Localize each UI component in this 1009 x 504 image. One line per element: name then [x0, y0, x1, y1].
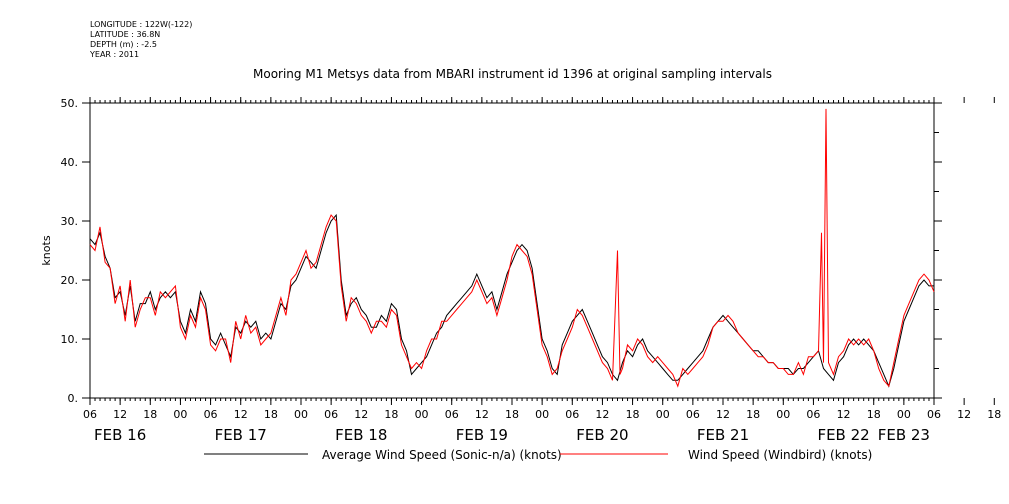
x-day-label: FEB 23 [878, 426, 930, 444]
meta-year: YEAR : 2011 [90, 50, 140, 59]
x-hour-label: 18 [626, 408, 640, 421]
x-hour-label: 12 [354, 408, 368, 421]
x-hour-label: 18 [264, 408, 278, 421]
y-tick-label: 0. [68, 392, 79, 405]
x-hour-label: 18 [746, 408, 760, 421]
series-line-windbird [89, 108, 935, 388]
x-hour-label: 06 [565, 408, 579, 421]
x-hour-label: 00 [776, 408, 790, 421]
x-hour-label: 06 [324, 408, 338, 421]
x-day-label: FEB 16 [94, 426, 146, 444]
y-tick-label: 10. [61, 333, 79, 346]
legend-label-windbird: Wind Speed (Windbird) (knots) [688, 448, 872, 462]
x-hour-label: 12 [234, 408, 248, 421]
y-tick-label: 30. [61, 215, 79, 228]
x-hour-label: 18 [867, 408, 881, 421]
meta-depth: DEPTH (m) : -2.5 [90, 40, 157, 49]
x-hour-label: 12 [113, 408, 127, 421]
meta-latitude: LATITUDE : 36.8N [90, 30, 161, 39]
x-hour-label: 00 [656, 408, 670, 421]
x-day-label: FEB 17 [215, 426, 267, 444]
x-hour-label: 06 [445, 408, 459, 421]
x-hour-label: 12 [475, 408, 489, 421]
x-hour-label: 12 [957, 408, 971, 421]
metadata-block: LONGITUDE : 122W(-122) LATITUDE : 36.8N … [90, 20, 192, 60]
x-hour-label: 18 [987, 408, 1001, 421]
x-hour-label: 18 [384, 408, 398, 421]
x-hour-label: 06 [927, 408, 941, 421]
x-hour-label: 00 [535, 408, 549, 421]
x-hour-label: 06 [806, 408, 820, 421]
y-axis-label: knots [40, 235, 53, 265]
chart-title: Mooring M1 Metsys data from MBARI instru… [253, 67, 772, 81]
x-day-label: FEB 18 [335, 426, 387, 444]
meta-longitude: LONGITUDE : 122W(-122) [90, 20, 193, 29]
x-hour-label: 06 [686, 408, 700, 421]
x-hour-label: 18 [505, 408, 519, 421]
x-hour-label: 06 [204, 408, 218, 421]
x-day-label: FEB 21 [697, 426, 749, 444]
x-day-label: FEB 20 [576, 426, 628, 444]
x-hour-label: 00 [415, 408, 429, 421]
x-hour-label: 18 [143, 408, 157, 421]
x-hour-label: 06 [83, 408, 97, 421]
x-hour-label: 12 [595, 408, 609, 421]
x-day-label: FEB 19 [456, 426, 508, 444]
x-day-label: FEB 22 [817, 426, 869, 444]
y-tick-label: 20. [61, 274, 79, 287]
y-tick-label: 40. [61, 156, 79, 169]
x-hour-label: 00 [294, 408, 308, 421]
y-tick-label: 50. [61, 97, 79, 110]
plot-frame [89, 102, 935, 399]
x-hour-label: 00 [897, 408, 911, 421]
x-hour-label: 00 [173, 408, 187, 421]
x-hour-label: 12 [837, 408, 851, 421]
legend-label-average-wind: Average Wind Speed (Sonic-n/a) (knots) [322, 448, 562, 462]
x-hour-label: 12 [716, 408, 730, 421]
